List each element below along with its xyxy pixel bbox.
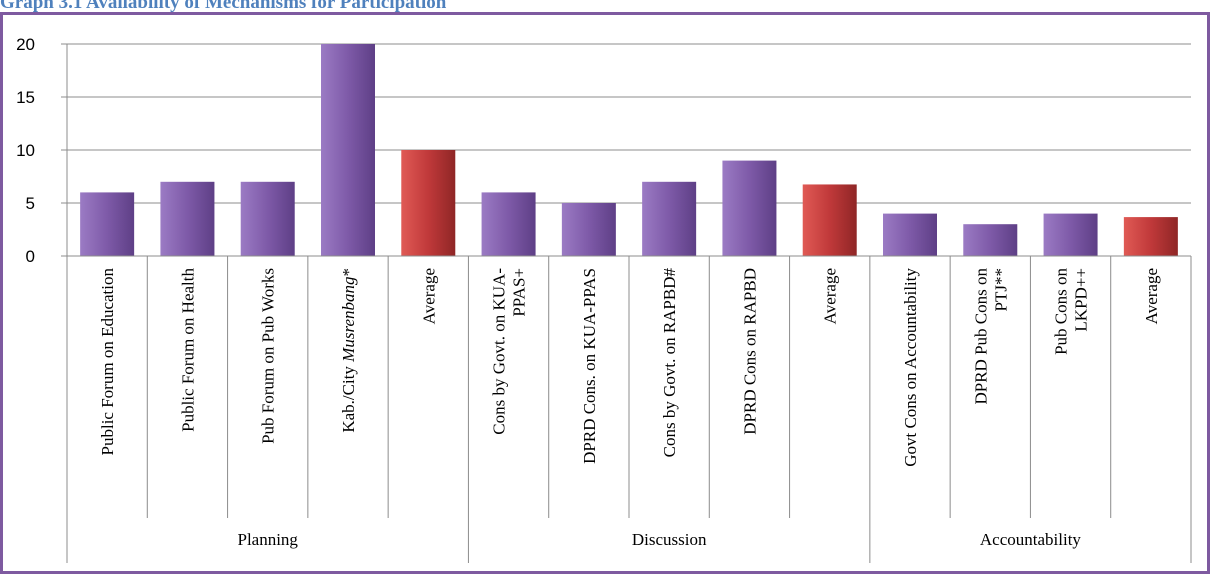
x-tick-label: Average	[1142, 268, 1161, 324]
category-labels: Public Forum on Education Public Forum on…	[98, 268, 1161, 550]
x-tick-label: DPRD Cons on RAPBD	[740, 268, 759, 435]
bar	[240, 181, 295, 256]
svg-text:Public Forum on Health: Public Forum on Health	[178, 268, 197, 432]
y-tick-label: 10	[16, 141, 35, 160]
y-tick-label: 15	[16, 88, 35, 107]
grid-lines	[61, 43, 1191, 257]
bar	[963, 224, 1018, 256]
x-tick-label: Cons by Govt. on RAPBD#	[660, 268, 679, 458]
svg-text:Average: Average	[1142, 268, 1161, 324]
bar	[883, 213, 937, 256]
y-tick-label: 5	[26, 194, 35, 213]
svg-text:LKPD++: LKPD++	[1072, 268, 1091, 332]
svg-text:Cons by Govt. on KUA-: Cons by Govt. on KUA-	[490, 268, 509, 435]
x-tick-label: Public Forum on Education	[98, 268, 117, 456]
average-bar	[1123, 217, 1178, 256]
group-label: Planning	[237, 530, 298, 549]
bar	[561, 203, 616, 256]
average-bar	[802, 184, 857, 256]
svg-text:DPRD Pub Cons on: DPRD Pub Cons on	[971, 268, 990, 405]
bar	[80, 192, 135, 256]
svg-text:Public Forum on Education: Public Forum on Education	[98, 268, 117, 456]
bar	[481, 192, 536, 256]
svg-text:Average: Average	[419, 268, 438, 324]
group-label: Accountability	[980, 530, 1082, 549]
x-tick-label: DPRD Cons. on KUA-PPAS	[580, 268, 599, 464]
bars	[80, 44, 1178, 256]
chart-title: Graph 3.1 Availability of Mechanisms for…	[0, 0, 447, 13]
x-tick-label: Govt Cons on Accountability	[901, 268, 920, 467]
bar	[321, 44, 375, 256]
axes: 0 5 10 15 20	[16, 35, 1192, 563]
bar	[1043, 213, 1098, 256]
group-label: Discussion	[632, 530, 707, 549]
svg-text:PPAS+: PPAS+	[510, 268, 529, 317]
bar	[722, 160, 777, 256]
x-tick-label: Pub Forum on Pub Works	[259, 268, 278, 444]
y-tick-label: 20	[16, 35, 35, 54]
bar	[160, 181, 215, 256]
bar	[642, 181, 697, 256]
x-tick-label: Pub Cons on LKPD++	[1052, 268, 1091, 355]
svg-text:Cons by Govt. on RAPBD#: Cons by Govt. on RAPBD#	[660, 268, 679, 458]
svg-text:DPRD Cons. on KUA-PPAS: DPRD Cons. on KUA-PPAS	[580, 268, 599, 464]
x-tick-label: Public Forum on Health	[178, 268, 197, 432]
svg-text:DPRD Cons on RAPBD: DPRD Cons on RAPBD	[740, 268, 759, 435]
svg-text:Average: Average	[821, 268, 840, 324]
x-tick-label: Average	[821, 268, 840, 324]
svg-text:Pub Cons on: Pub Cons on	[1052, 268, 1071, 355]
x-tick-label: Kab./City Musrenbang*	[339, 268, 358, 433]
chart-frame: 0 5 10 15 20 Public Forum on Education Public…	[0, 12, 1210, 574]
x-tick-label: Cons by Govt. on KUA- PPAS+	[490, 268, 529, 435]
svg-text:Kab./City Musrenbang*: Kab./City Musrenbang*	[339, 268, 358, 433]
x-tick-label: Average	[419, 268, 438, 324]
svg-text:PTJ**: PTJ**	[991, 268, 1010, 311]
x-tick-label: DPRD Pub Cons on PTJ**	[971, 268, 1010, 405]
svg-text:Govt Cons on Accountability: Govt Cons on Accountability	[901, 268, 920, 467]
average-bar	[401, 150, 456, 256]
svg-text:Pub Forum on Pub Works: Pub Forum on Pub Works	[259, 268, 278, 444]
y-tick-label: 0	[26, 247, 35, 266]
